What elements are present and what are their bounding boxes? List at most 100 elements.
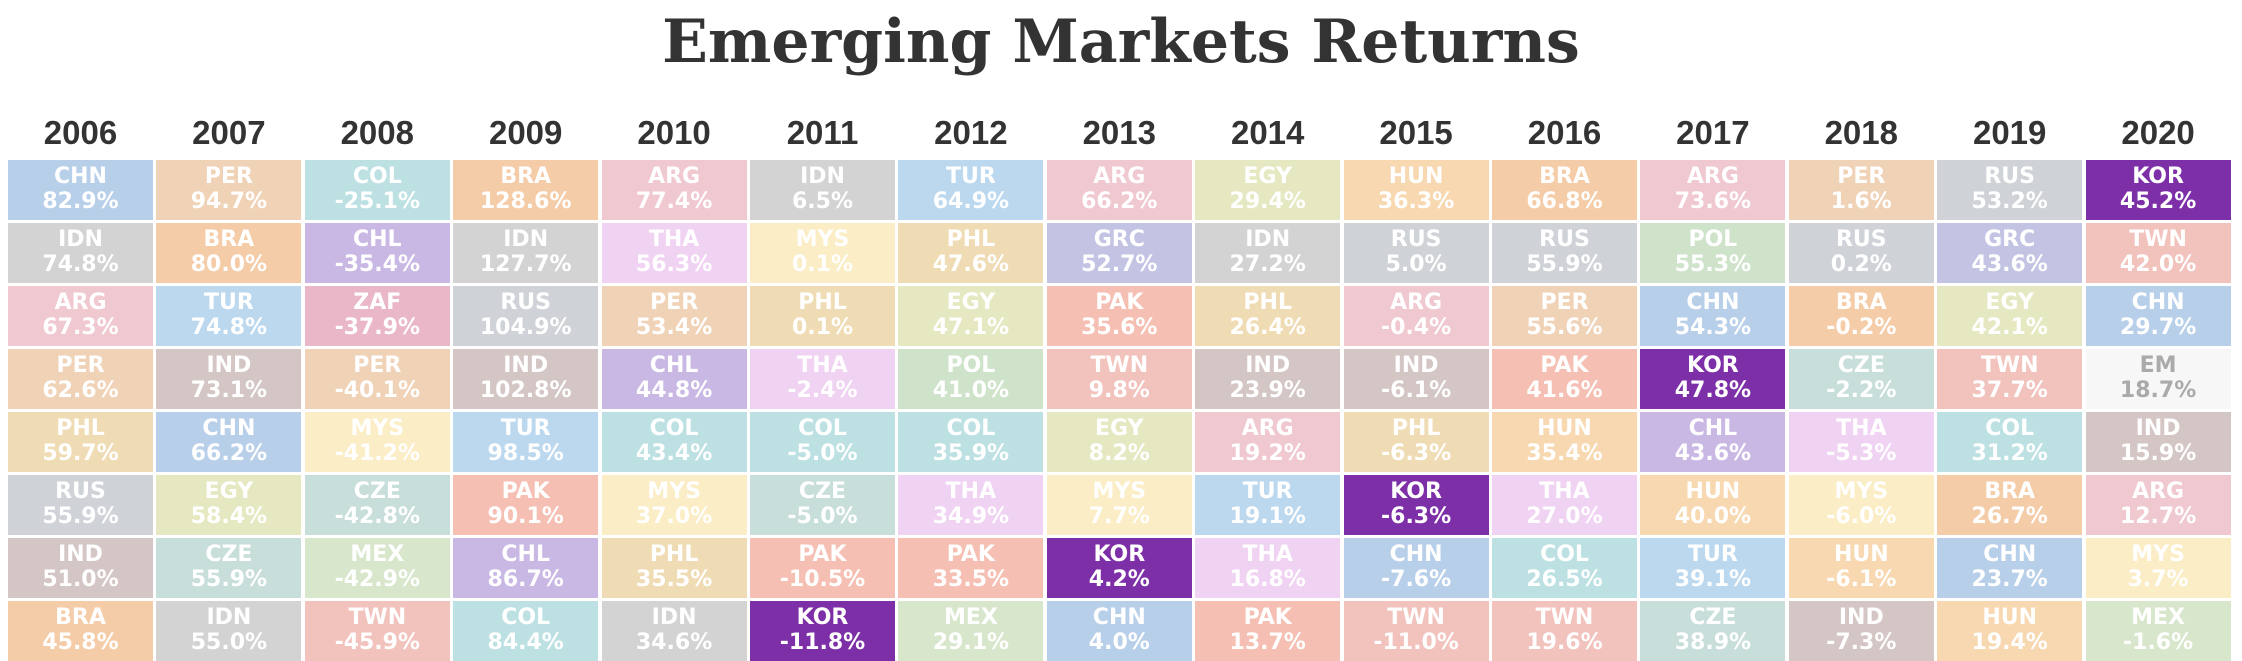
country-code: TWN — [1090, 353, 1149, 378]
cell-2012-pak: PAK 33.5% — [898, 538, 1044, 598]
cell-2008-mex: MEX -42.9% — [304, 538, 450, 598]
cell-2016-rus: RUS 55.9% — [1492, 223, 1637, 283]
return-value: 47.1% — [932, 315, 1010, 340]
country-code: RUS — [55, 479, 106, 504]
return-value: 29.1% — [932, 630, 1010, 655]
return-value: 19.4% — [1971, 630, 2048, 655]
return-value: 12.7% — [2119, 504, 2197, 529]
country-code: PER — [1837, 164, 1886, 189]
country-code: GRC — [1093, 227, 1145, 252]
country-code: TUR — [945, 164, 996, 189]
return-value: -42.9% — [334, 567, 421, 592]
country-code: IND — [1245, 353, 1291, 378]
return-value: -6.3% — [1381, 441, 1452, 466]
country-code: EGY — [1985, 290, 2034, 315]
return-value: -7.6% — [1381, 567, 1452, 592]
year-header-2020: 2020 — [2121, 114, 2195, 151]
return-value: 73.1% — [190, 378, 268, 403]
cell-2015-hun: HUN 36.3% — [1343, 160, 1489, 220]
year-header-2017: 2017 — [1676, 114, 1750, 151]
return-value: 15.9% — [2119, 441, 2197, 466]
cell-2014-arg: ARG 19.2% — [1195, 412, 1341, 472]
country-code: IND — [503, 353, 549, 378]
country-code: IDN — [206, 605, 252, 630]
cell-2020-arg: ARG 12.7% — [2085, 475, 2231, 535]
cell-2017-kor: KOR 47.8% — [1640, 349, 1786, 409]
cell-2019-col: COL 31.2% — [1937, 412, 2083, 472]
return-value: -11.8% — [779, 630, 866, 655]
cell-2017-chl: CHL 43.6% — [1640, 412, 1786, 472]
cell-2018-hun: HUN -6.1% — [1788, 538, 1934, 598]
cell-2016-bra: BRA 66.8% — [1492, 160, 1637, 220]
country-code: HUN — [1537, 416, 1592, 441]
country-code: PHL — [1391, 416, 1441, 441]
country-code: PAK — [501, 479, 550, 504]
country-code: CHL — [649, 353, 699, 378]
country-code: CHN — [1983, 542, 2037, 567]
year-header-2009: 2009 — [488, 114, 563, 151]
country-code: KOR — [796, 605, 849, 630]
cell-2012-tur: TUR 64.9% — [898, 160, 1044, 220]
cell-2012-tha: THA 34.9% — [898, 475, 1044, 535]
country-code: CZE — [205, 542, 253, 567]
cell-2015-phl: PHL -6.3% — [1343, 412, 1489, 472]
return-value: 56.3% — [635, 252, 713, 277]
cell-2011-kor: KOR -11.8% — [750, 601, 895, 661]
return-value: -7.3% — [1826, 630, 1897, 655]
return-value: 43.6% — [1674, 441, 1752, 466]
return-value: 66.8% — [1526, 189, 1603, 214]
country-code: ARG — [648, 164, 701, 189]
cell-2013-twn: TWN 9.8% — [1046, 349, 1192, 409]
cell-2010-phl: PHL 35.5% — [601, 538, 747, 598]
cell-2015-twn: TWN -11.0% — [1343, 601, 1489, 661]
country-code: BRA — [1984, 479, 2036, 504]
cell-2018-mys: MYS -6.0% — [1788, 475, 1934, 535]
country-code: PER — [204, 164, 253, 189]
return-value: 74.8% — [190, 315, 268, 340]
return-value: 33.5% — [932, 567, 1010, 592]
cell-2013-egy: EGY 8.2% — [1046, 412, 1192, 472]
cell-2012-egy: EGY 47.1% — [898, 286, 1044, 346]
return-value: -5.3% — [1826, 441, 1897, 466]
cell-2006-ind: IND 51.0% — [8, 538, 153, 598]
country-code: RUS — [1539, 227, 1590, 252]
country-code: CHN — [2131, 290, 2185, 315]
country-code: CZE — [1689, 605, 1737, 630]
country-code: TWN — [348, 605, 407, 630]
country-code: CHN — [1686, 290, 1740, 315]
cell-2012-phl: PHL 47.6% — [898, 223, 1044, 283]
cell-2009-bra: BRA 128.6% — [453, 160, 599, 220]
cell-2010-mys: MYS 37.0% — [601, 475, 747, 535]
return-value: -6.0% — [1826, 504, 1897, 529]
return-value: 66.2% — [1081, 189, 1158, 214]
return-value: 51.0% — [42, 567, 119, 592]
cell-2017-cze: CZE 38.9% — [1640, 601, 1786, 661]
country-code: EGY — [1095, 416, 1144, 441]
return-value: 62.6% — [42, 378, 119, 403]
country-code: PAK — [946, 542, 995, 567]
country-code: PER — [650, 290, 699, 315]
return-value: 104.9% — [479, 315, 572, 340]
cell-2010-tha: THA 56.3% — [601, 223, 747, 283]
cell-2016-per: PER 55.6% — [1492, 286, 1637, 346]
cell-2009-chl: CHL 86.7% — [453, 538, 599, 598]
country-code: PAK — [1540, 353, 1589, 378]
year-header-2012: 2012 — [934, 114, 1008, 151]
return-value: 4.0% — [1088, 630, 1150, 655]
country-code: GRC — [1984, 227, 2036, 252]
return-value: 9.8% — [1088, 378, 1150, 403]
return-value: 59.7% — [42, 441, 119, 466]
return-value: -6.1% — [1826, 567, 1897, 592]
cell-2015-rus: RUS 5.0% — [1343, 223, 1489, 283]
country-code: MEX — [2131, 605, 2186, 630]
country-code: PHL — [1243, 290, 1292, 315]
cell-2008-zaf: ZAF -37.9% — [304, 286, 450, 346]
cell-2007-cze: CZE 55.9% — [156, 538, 302, 598]
cell-2007-tur: TUR 74.8% — [156, 286, 302, 346]
country-code: HUN — [1685, 479, 1741, 504]
return-value: -1.6% — [2123, 630, 2194, 655]
return-value: 26.5% — [1526, 567, 1603, 592]
return-value: -25.1% — [334, 189, 421, 214]
return-value: 19.2% — [1229, 441, 1306, 466]
country-code: HUN — [1833, 542, 1889, 567]
